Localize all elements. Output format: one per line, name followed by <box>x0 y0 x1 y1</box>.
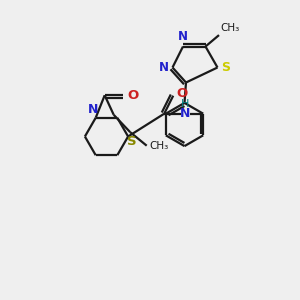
Text: N: N <box>88 103 98 116</box>
Text: CH₃: CH₃ <box>220 23 240 33</box>
Text: N: N <box>178 30 188 43</box>
Text: N: N <box>180 107 190 120</box>
Text: O: O <box>177 87 188 100</box>
Text: S: S <box>127 135 136 148</box>
Text: O: O <box>127 89 138 102</box>
Text: H: H <box>181 99 189 109</box>
Text: N: N <box>159 61 169 74</box>
Text: S: S <box>221 61 230 74</box>
Text: CH₃: CH₃ <box>150 141 169 151</box>
